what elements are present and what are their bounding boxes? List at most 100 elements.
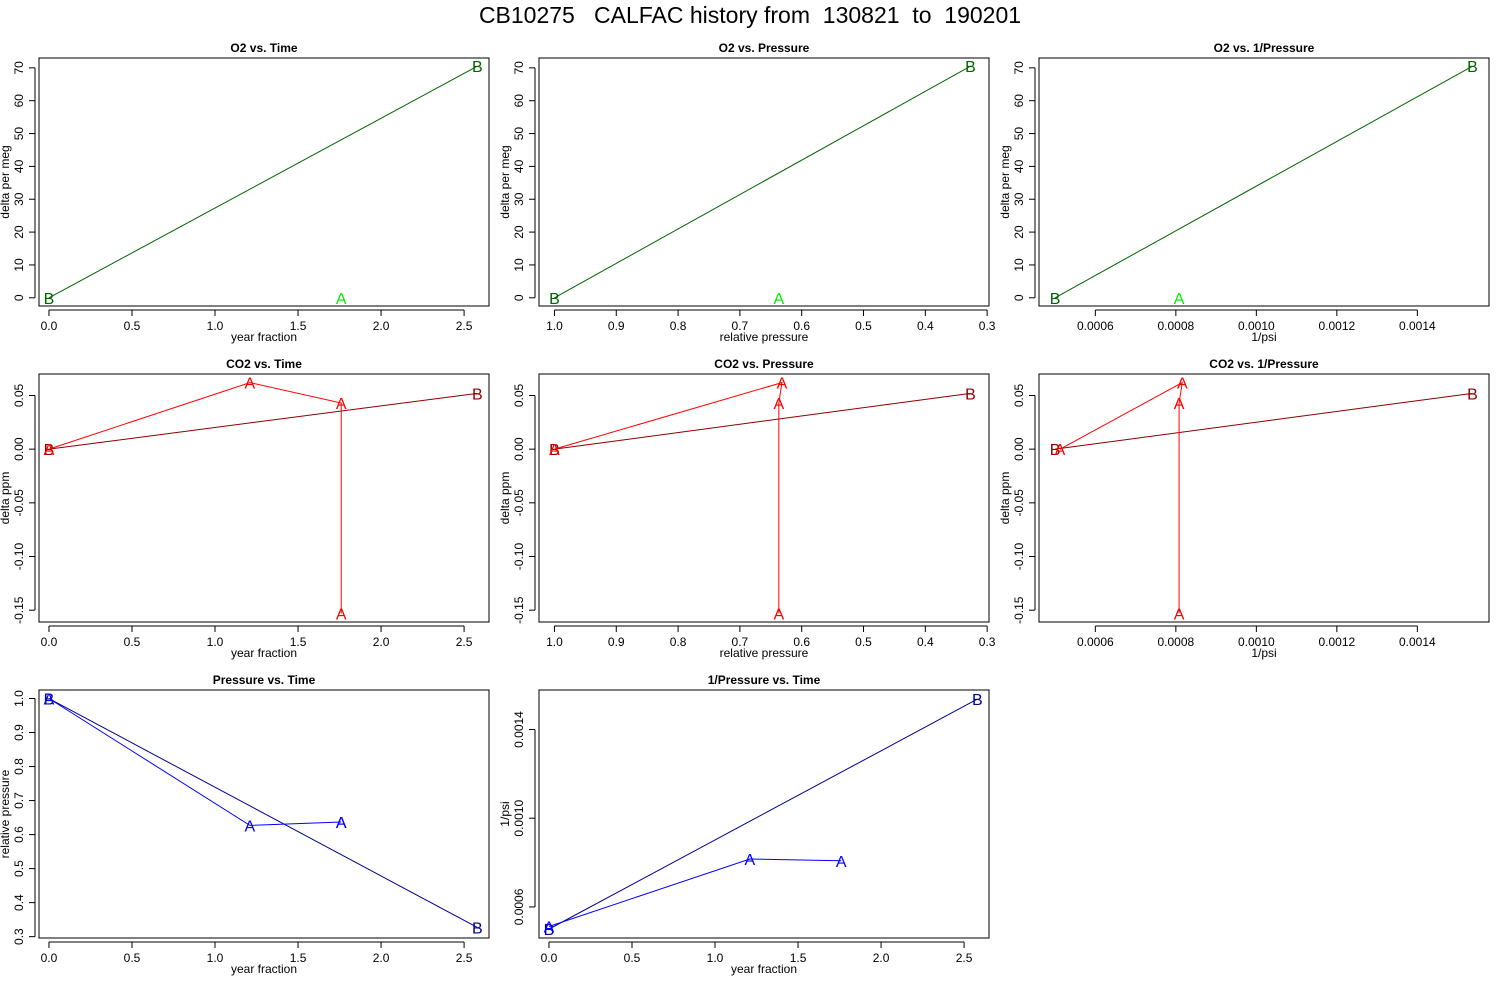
y-tick-label: 0.7 [12, 792, 26, 809]
data-point-B: B [1467, 59, 1478, 76]
x-tick-label: 0.4 [917, 635, 934, 649]
y-tick-label: 0.0006 [512, 888, 526, 925]
x-tick-label: 0.8 [670, 635, 687, 649]
x-tick-label: 2.5 [456, 951, 473, 965]
series-line-A [1059, 381, 1183, 614]
x-axis-label: year fraction [231, 330, 297, 344]
y-tick-label: 70 [1012, 61, 1026, 75]
y-tick-label: 70 [512, 61, 526, 75]
y-tick-label: 0.8 [12, 758, 26, 775]
plot-frame [1038, 57, 1490, 307]
y-tick-label: 10 [12, 258, 26, 272]
o2-time-chart: O2 vs. Time 0.0 0.5 1.0 1.5 2.0 2.5 year fracti… [0, 41, 490, 344]
x-tick-label: 2.0 [873, 951, 890, 965]
data-point-B: B [549, 291, 560, 308]
y-tick-label: -0.10 [512, 543, 526, 571]
x-axis-label: year fraction [231, 646, 297, 660]
x-axis-label: year fraction [231, 962, 297, 976]
plot-frame [38, 689, 490, 939]
data-point-B: B [1050, 442, 1061, 459]
y-tick-label: 10 [512, 258, 526, 272]
x-tick-label: 0.4 [917, 319, 934, 333]
series-line-B [554, 65, 971, 299]
x-tick-label: 1.0 [207, 635, 224, 649]
y-tick-label: 60 [12, 94, 26, 108]
y-tick-label: 20 [1012, 225, 1026, 239]
x-tick-label: 0.5 [855, 319, 872, 333]
invpressure-time-chart: 1/Pressure vs. Time 0.0 0.5 1.0 1.5 2.0 2.5 yea… [498, 673, 990, 976]
x-tick-label: 0.0014 [1399, 319, 1436, 333]
data-point-A: A [336, 291, 347, 308]
data-point-A: A [1174, 606, 1185, 623]
y-tick-label: 0.4 [12, 894, 26, 911]
co2-pressure-chart: CO2 vs. Pressure 1.0 0.9 0.8 0.7 0.6 0.5 0.4 0.3… [498, 357, 996, 660]
series-line-B [1054, 65, 1473, 299]
data-point-B: B [549, 442, 560, 459]
x-axis-label: year fraction [731, 962, 797, 976]
y-tick-label: 40 [1012, 159, 1026, 173]
x-tick-label: 0.0014 [1399, 635, 1436, 649]
x-axis-label: relative pressure [720, 646, 809, 660]
series-line-B [1055, 392, 1473, 450]
y-tick-label: 20 [512, 225, 526, 239]
y-tick-label: 0.05 [1012, 383, 1026, 407]
data-point-A: A [773, 606, 784, 623]
y-tick-label: 50 [512, 127, 526, 141]
y-tick-label: 60 [512, 94, 526, 108]
data-point-A: A [1174, 291, 1185, 308]
y-tick-label: 40 [12, 159, 26, 173]
y-tick-label: 0.05 [12, 383, 26, 407]
chart-title: 1/Pressure vs. Time [708, 673, 821, 687]
chart-title: O2 vs. 1/Pressure [1214, 41, 1315, 55]
y-axis-label: delta ppm [498, 472, 512, 525]
x-axis-label: 1/psi [1251, 646, 1276, 660]
x-tick-label: 0.5 [124, 319, 141, 333]
y-tick-label: 40 [512, 159, 526, 173]
y-tick-label: 0.5 [12, 860, 26, 877]
y-tick-label: 10 [1012, 258, 1026, 272]
y-axis-label: delta ppm [998, 472, 1012, 525]
data-point-B: B [1467, 386, 1478, 403]
x-tick-label: 0.0006 [1077, 319, 1114, 333]
y-axis-label: delta per meg [0, 145, 12, 218]
x-tick-label: 1.0 [207, 319, 224, 333]
y-tick-label: -0.15 [1012, 596, 1026, 624]
x-tick-label: 0.7 [732, 319, 749, 333]
x-tick-label: 0.0012 [1319, 635, 1356, 649]
data-point-A: A [336, 606, 347, 623]
x-tick-label: 0.8 [670, 319, 687, 333]
data-point-A: A [745, 852, 756, 869]
plot-frame [538, 57, 990, 307]
x-tick-label: 0.0008 [1158, 319, 1195, 333]
series-line-B [48, 392, 478, 450]
data-point-A: A [336, 396, 347, 413]
x-tick-label: 1.5 [290, 319, 307, 333]
y-tick-label: -0.05 [12, 489, 26, 517]
x-tick-label: 0.9 [608, 635, 625, 649]
y-tick-label: 50 [1012, 127, 1026, 141]
y-tick-label: -0.15 [512, 596, 526, 624]
series-line-B [48, 698, 478, 928]
x-tick-label: 2.5 [956, 951, 973, 965]
series-line-B [554, 392, 971, 450]
data-point-B: B [472, 386, 483, 403]
data-point-B: B [44, 442, 55, 459]
x-tick-label: 0.0012 [1319, 319, 1356, 333]
page-title: CB10275 CALFAC history from 130821 to 19… [478, 2, 1022, 28]
plot-frame [1038, 373, 1490, 623]
y-tick-label: -0.15 [12, 596, 26, 624]
data-point-B: B [1050, 291, 1061, 308]
plot-frame [538, 373, 990, 623]
data-point-A: A [336, 815, 347, 832]
x-tick-label: 1.0 [546, 319, 563, 333]
data-point-A: A [836, 854, 847, 871]
chart-title: CO2 vs. Time [226, 357, 302, 371]
y-axis-label: delta per meg [498, 145, 512, 218]
x-tick-label: 0.0010 [1238, 319, 1275, 333]
y-tick-label: 0 [512, 294, 526, 301]
data-point-A: A [245, 376, 256, 393]
y-tick-label: 1.0 [12, 690, 26, 707]
x-axis-label: 1/psi [1251, 330, 1276, 344]
x-tick-label: 1.5 [790, 951, 807, 965]
